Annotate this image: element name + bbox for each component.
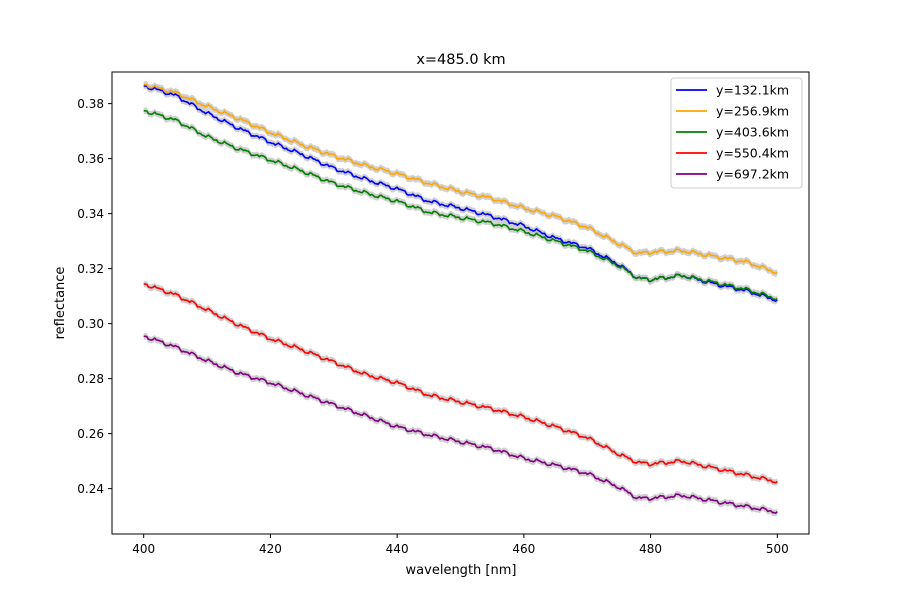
uncertainty-band-1 (143, 81, 778, 277)
y-tick-label: 0.24 (77, 482, 104, 496)
y-tick-label: 0.30 (77, 317, 104, 331)
x-tick-label: 500 (766, 542, 789, 556)
legend: y=132.1km y=256.9km y=403.6km y=550.4km y=69… (670, 77, 803, 189)
legend-label-2: y=403.6km (716, 125, 789, 140)
y-tick-label: 0.36 (77, 152, 104, 166)
y-tick-label: 0.38 (77, 97, 104, 111)
legend-label-3: y=550.4km (716, 146, 789, 161)
series-line-4 (143, 335, 778, 514)
x-axis-ticks: 400 420 440 460 480 500 (132, 534, 789, 556)
y-axis-label: reflectance (53, 267, 68, 340)
legend-label-1: y=256.9km (716, 104, 789, 119)
x-tick-label: 480 (639, 542, 662, 556)
legend-frame (670, 77, 803, 189)
series-lines (143, 83, 778, 514)
y-tick-label: 0.34 (77, 207, 104, 221)
x-axis-label: wavelength [nm] (406, 563, 517, 578)
series-line-1 (143, 83, 778, 275)
chart-title: x=485.0 km (416, 52, 505, 68)
y-tick-label: 0.26 (77, 427, 104, 441)
uncertainty-band-3 (143, 280, 778, 487)
legend-label-4: y=697.2km (716, 167, 789, 182)
uncertainty-band-4 (143, 332, 778, 517)
x-tick-label: 420 (259, 542, 282, 556)
series-line-2 (143, 109, 778, 301)
y-tick-label: 0.32 (77, 262, 104, 276)
plot-frame (111, 71, 810, 535)
y-axis-ticks: 0.24 0.26 0.28 0.30 0.32 0.34 0.36 0.38 (77, 97, 112, 496)
legend-label-0: y=132.1km (716, 83, 789, 98)
x-tick-label: 440 (386, 542, 409, 556)
x-tick-label: 460 (512, 542, 535, 556)
y-tick-label: 0.28 (77, 372, 104, 386)
series-line-3 (143, 283, 778, 484)
x-tick-label: 400 (132, 542, 155, 556)
